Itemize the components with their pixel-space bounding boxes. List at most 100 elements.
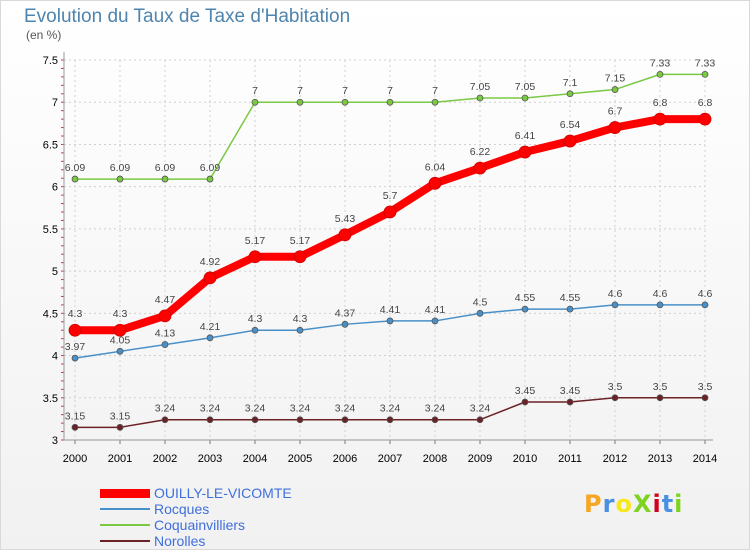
data-label: 7 — [387, 85, 393, 97]
data-point — [428, 176, 442, 190]
legend-swatch — [100, 540, 150, 542]
logo-letter: o — [615, 490, 633, 518]
legend-item: Coquainvilliers — [100, 517, 292, 533]
x-tick-label: 2003 — [198, 453, 222, 465]
data-label: 7.33 — [695, 57, 716, 69]
data-point — [608, 121, 622, 134]
x-tick-label: 2006 — [333, 453, 357, 465]
x-tick-label: 2010 — [513, 453, 537, 465]
data-label: 4.6 — [698, 288, 713, 300]
data-point — [656, 394, 664, 402]
data-point — [611, 394, 619, 402]
legend-swatch — [100, 524, 150, 526]
y-tick-label: 4 — [52, 351, 58, 363]
data-point — [296, 98, 304, 106]
data-label: 7.05 — [470, 81, 491, 93]
data-label: 7.1 — [563, 77, 578, 89]
data-label: 6.09 — [200, 162, 221, 174]
data-label: 6.09 — [65, 162, 86, 174]
data-label: 4.55 — [515, 292, 536, 304]
data-label: 4.6 — [653, 288, 668, 300]
data-point — [161, 175, 169, 183]
data-point — [521, 94, 529, 102]
data-point — [698, 112, 712, 126]
data-label: 3.24 — [335, 403, 356, 415]
data-label: 7.15 — [605, 73, 626, 85]
data-point — [653, 112, 667, 126]
y-tick-label: 5 — [52, 266, 58, 278]
data-point — [611, 86, 619, 93]
data-label: 3.45 — [515, 385, 536, 397]
data-point — [656, 301, 664, 309]
data-point — [251, 326, 259, 334]
data-point — [293, 250, 307, 264]
legend-swatch — [100, 488, 150, 498]
data-point — [68, 323, 82, 337]
legend-label: Norolles — [154, 533, 206, 549]
y-tick-label: 3.5 — [43, 393, 58, 405]
data-point — [521, 305, 529, 313]
chart-title: Evolution du Taux de Taxe d'Habitation — [24, 6, 351, 27]
data-point — [338, 228, 352, 242]
data-point — [296, 416, 304, 424]
legend-label: OUILLY-LE-VICOMTE — [154, 485, 292, 501]
data-point — [563, 134, 577, 148]
data-point — [386, 317, 394, 325]
data-label: 4.41 — [425, 304, 446, 316]
data-label: 4.37 — [335, 307, 356, 319]
data-point — [386, 98, 394, 106]
data-label: 4.05 — [110, 334, 131, 346]
logo-letter: i — [674, 490, 684, 518]
data-label: 3.24 — [425, 403, 446, 415]
data-point — [431, 98, 439, 106]
legend-label: Rocques — [154, 501, 210, 517]
x-tick-label: 2012 — [603, 453, 627, 465]
data-label: 7 — [342, 85, 348, 97]
data-point — [341, 320, 349, 328]
data-label: 7 — [297, 85, 303, 97]
y-tick-label: 3 — [52, 435, 58, 447]
data-label: 6.09 — [155, 162, 176, 174]
data-point — [206, 334, 214, 342]
legend-item: OUILLY-LE-VICOMTE — [100, 485, 292, 501]
data-point — [116, 347, 124, 355]
data-label: 4.13 — [155, 328, 176, 340]
data-point — [161, 341, 169, 348]
data-point — [71, 175, 79, 183]
data-label: 5.17 — [245, 235, 266, 247]
data-label: 3.97 — [65, 341, 86, 353]
data-label: 6.8 — [698, 97, 713, 109]
data-label: 3.5 — [653, 381, 668, 393]
data-point — [113, 323, 127, 337]
data-point — [206, 175, 214, 183]
data-label: 4.41 — [380, 304, 401, 316]
x-tick-label: 2013 — [648, 453, 672, 465]
y-tick-label: 7 — [52, 97, 58, 109]
data-label: 6.8 — [653, 97, 668, 109]
logo-letter: X — [632, 490, 653, 518]
y-tick-label: 6 — [52, 182, 58, 194]
data-point — [158, 309, 172, 323]
logo-letter: P — [584, 490, 603, 518]
x-tick-label: 2000 — [63, 453, 87, 465]
data-point — [476, 94, 484, 102]
data-point — [656, 70, 664, 78]
data-point — [341, 416, 349, 424]
data-point — [431, 317, 439, 325]
data-point — [341, 98, 349, 106]
data-point — [566, 398, 574, 406]
data-point — [251, 98, 259, 106]
y-tick-label: 4.5 — [43, 308, 58, 320]
data-label: 7.05 — [515, 81, 536, 93]
data-label: 6.09 — [110, 162, 131, 174]
y-tick-label: 7.5 — [43, 55, 58, 67]
data-label: 3.5 — [608, 381, 623, 393]
data-label: 7.33 — [650, 57, 671, 69]
data-point — [476, 416, 484, 424]
data-label: 3.5 — [698, 381, 713, 393]
data-point — [701, 394, 709, 402]
data-label: 7 — [432, 85, 438, 97]
logo-letter: i — [652, 490, 662, 518]
data-label: 4.21 — [200, 321, 221, 333]
data-label: 4.55 — [560, 292, 581, 304]
